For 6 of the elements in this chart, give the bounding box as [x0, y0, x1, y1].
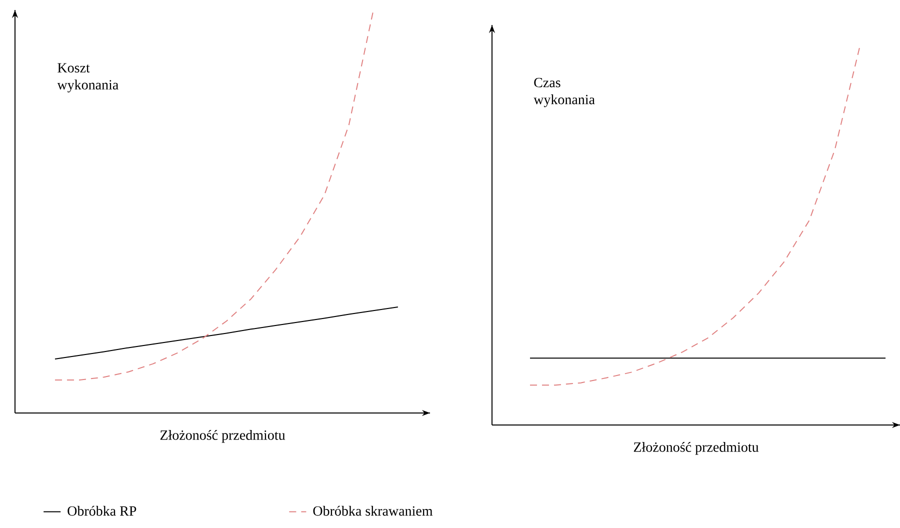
y-axis-title: Koszt wykonania — [57, 63, 118, 92]
y-axis-title: Czas wykonania — [534, 78, 595, 108]
x-axis-title: Złożoność przedmiotu — [160, 430, 286, 443]
legend-label: Obróbka RP — [68, 506, 136, 516]
x-axis-title: Złożoność przedmiotu — [634, 442, 759, 455]
legend-label: Obróbka skrawaniem — [313, 506, 433, 516]
